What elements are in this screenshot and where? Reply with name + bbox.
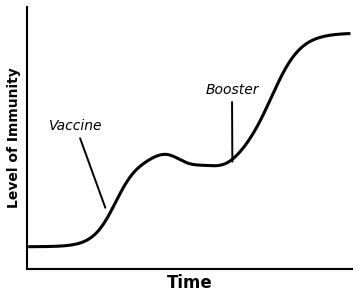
Y-axis label: Level of Immunity: Level of Immunity	[7, 67, 21, 208]
Text: Booster: Booster	[205, 83, 259, 161]
Text: Vaccine: Vaccine	[49, 119, 105, 208]
X-axis label: Time: Time	[167, 274, 212, 292]
